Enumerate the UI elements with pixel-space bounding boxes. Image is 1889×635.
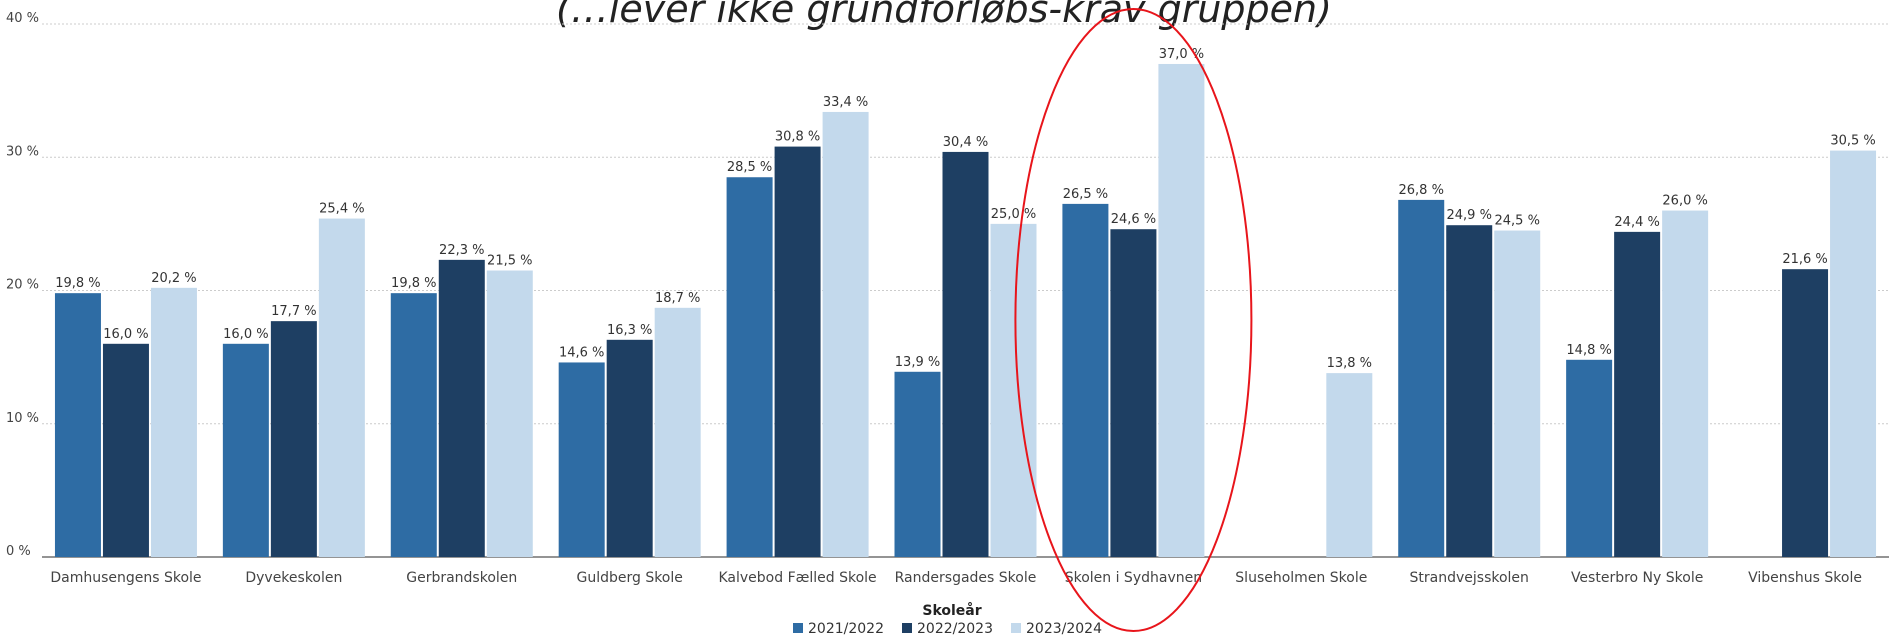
x-tick-label: Dyvekeskolen xyxy=(245,570,342,586)
bar xyxy=(1110,229,1157,557)
legend-swatch xyxy=(902,623,912,633)
x-tick-label: Damhusengens Skole xyxy=(50,570,201,586)
x-tick-label: Skolen i Sydhavnen xyxy=(1065,570,1202,586)
data-label: 14,6 % xyxy=(559,345,604,360)
data-label: 17,7 % xyxy=(271,304,316,319)
bar xyxy=(606,339,653,557)
x-tick-label: Kalvebod Fælled Skole xyxy=(718,570,876,586)
data-label: 24,5 % xyxy=(1495,214,1540,229)
x-tick-label: Strandvejsskolen xyxy=(1410,570,1529,586)
data-label: 16,0 % xyxy=(223,327,268,342)
bar xyxy=(726,177,773,558)
legend-label: 2022/2023 xyxy=(917,621,993,635)
legend-swatch xyxy=(793,623,803,633)
highlight-ellipse xyxy=(1014,8,1253,632)
bar xyxy=(54,293,101,557)
x-tick-label: Vibenshus Skole xyxy=(1748,570,1862,586)
y-tick-label: 20 % xyxy=(6,278,39,293)
legend-label: 2023/2024 xyxy=(1026,621,1102,635)
bar xyxy=(1782,269,1829,557)
data-label: 24,9 % xyxy=(1447,208,1492,223)
bar xyxy=(438,259,485,557)
x-tick-label: Guldberg Skole xyxy=(576,570,682,586)
chart-title: (…lever ikke grundforløbs-krav gruppen) xyxy=(556,0,1332,31)
bar xyxy=(774,146,821,557)
bar xyxy=(942,151,989,558)
bar xyxy=(102,343,149,557)
data-label: 33,4 % xyxy=(823,95,868,110)
data-label: 20,2 % xyxy=(151,271,196,286)
legend-swatch xyxy=(1011,623,1021,633)
data-label: 18,7 % xyxy=(655,291,700,306)
legend-label: 2021/2022 xyxy=(808,621,884,635)
bar xyxy=(390,293,437,557)
y-tick-label: 30 % xyxy=(6,144,39,159)
y-tick-label: 40 % xyxy=(6,11,39,26)
x-tick-label: Sluseholmen Skole xyxy=(1235,570,1367,586)
data-label: 26,5 % xyxy=(1063,187,1108,202)
bar xyxy=(1062,203,1109,557)
bar xyxy=(1566,359,1613,557)
data-label: 19,8 % xyxy=(391,276,436,291)
data-label: 25,4 % xyxy=(319,202,364,217)
bar xyxy=(654,307,701,557)
bar xyxy=(222,343,269,557)
bar xyxy=(486,270,533,557)
x-tick-label: Randersgades Skole xyxy=(895,570,1037,586)
x-tick-label: Gerbrandskolen xyxy=(406,570,517,586)
data-label: 26,8 % xyxy=(1399,183,1444,198)
data-label: 21,5 % xyxy=(487,254,532,269)
bar xyxy=(1830,150,1877,557)
bar xyxy=(1398,199,1445,557)
data-label: 30,8 % xyxy=(775,130,820,145)
bar xyxy=(1158,63,1205,557)
bar xyxy=(1446,225,1493,557)
legend-title: Skoleår xyxy=(922,602,981,619)
data-label: 16,3 % xyxy=(607,323,652,338)
y-tick-label: 10 % xyxy=(6,411,39,426)
bar xyxy=(894,371,941,557)
bar xyxy=(1326,373,1373,557)
bar xyxy=(558,362,605,557)
data-label: 24,6 % xyxy=(1111,212,1156,227)
bar xyxy=(822,111,869,557)
bar xyxy=(1614,231,1661,557)
y-tick-label: 0 % xyxy=(6,544,31,559)
data-label: 25,0 % xyxy=(991,207,1036,222)
bar xyxy=(1494,230,1541,557)
data-label: 14,8 % xyxy=(1566,343,1611,358)
data-label: 30,4 % xyxy=(943,135,988,150)
data-label: 19,8 % xyxy=(55,276,100,291)
data-label: 30,5 % xyxy=(1830,134,1875,149)
data-label: 28,5 % xyxy=(727,160,772,175)
data-label: 13,8 % xyxy=(1327,356,1372,371)
bar xyxy=(150,287,197,557)
data-label: 13,9 % xyxy=(895,355,940,370)
bar xyxy=(1662,210,1709,558)
data-label: 24,4 % xyxy=(1614,215,1659,230)
data-label: 26,0 % xyxy=(1662,194,1707,209)
x-tick-label: Vesterbro Ny Skole xyxy=(1571,570,1703,586)
data-label: 22,3 % xyxy=(439,243,484,258)
bar xyxy=(318,218,365,558)
bar xyxy=(270,321,317,557)
bar xyxy=(990,223,1037,557)
data-label: 16,0 % xyxy=(103,327,148,342)
data-label: 21,6 % xyxy=(1782,252,1827,267)
